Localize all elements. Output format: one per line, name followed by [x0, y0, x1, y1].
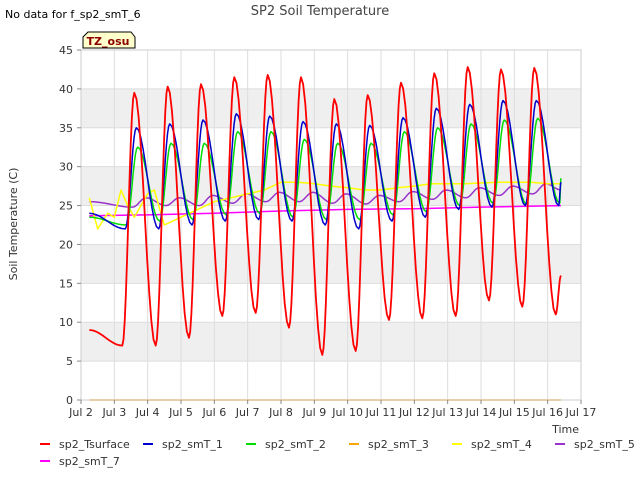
- legend-label: sp2_smT_4: [471, 438, 532, 451]
- series-line-sp2_smT_4: [88, 181, 561, 230]
- y-axis-title: Soil Temperature (C): [7, 168, 20, 281]
- y-tick-label: 5: [66, 355, 73, 368]
- x-tick-label: Jul 9: [301, 406, 326, 419]
- x-tick-label: Jul 5: [168, 406, 193, 419]
- y-tick-label: 20: [59, 238, 73, 251]
- legend-label: sp2_Tsurface: [59, 438, 130, 451]
- series-line-sp2_Tsurface: [89, 66, 562, 356]
- legend-item-sp2_smT_5: sp2_smT_5: [555, 438, 635, 451]
- legend-label: sp2_smT_3: [368, 438, 429, 451]
- y-tick-label: 30: [59, 161, 73, 174]
- timezone-label: TZ_osu: [87, 35, 130, 48]
- y-axis-ticks: 0 5 10 15 20 25 30 35 40 45: [59, 44, 81, 407]
- plot-band: [81, 50, 581, 89]
- legend-item-sp2_Tsurface: sp2_Tsurface: [40, 438, 130, 451]
- y-tick-label: 45: [59, 44, 73, 57]
- y-tick-label: 15: [59, 277, 73, 290]
- plot-band: [81, 322, 581, 362]
- x-tick-label: Jul 7: [235, 406, 260, 419]
- y-tick-label: 25: [59, 200, 73, 213]
- chart-title: SP2 Soil Temperature: [251, 4, 389, 19]
- y-tick-label: 35: [59, 122, 73, 135]
- y-tick-label: 10: [59, 316, 73, 329]
- plot-band: [81, 283, 581, 323]
- no-data-note: No data for f_sp2_smT_6: [5, 8, 141, 21]
- plot-band: [81, 244, 581, 284]
- legend-item-sp2_smT_4: sp2_smT_4: [452, 438, 532, 451]
- timezone-badge: TZ_osu: [82, 31, 136, 49]
- plot-frame: [80, 49, 582, 401]
- series-line-sp2_smT_7: [89, 204, 562, 217]
- x-tick-label: Jul 11: [365, 406, 397, 419]
- y-tick-label: 0: [66, 394, 73, 407]
- x-axis-ticks: Jul 2 Jul 3 Jul 4 Jul 5 Jul 6 Jul 7 Jul 8 Jul 9…: [68, 400, 596, 419]
- x-tick-label: Jul 3: [101, 406, 126, 419]
- x-tick-label: Jul 10: [331, 406, 363, 419]
- x-tick-label: Jul 17: [565, 406, 597, 419]
- legend-label: sp2_smT_7: [59, 455, 120, 468]
- legend-item-sp2_smT_2: sp2_smT_2: [246, 438, 326, 451]
- x-tick-label: Jul 12: [398, 406, 430, 419]
- series-line-sp2_smT_2: [89, 117, 562, 226]
- plot-band: [81, 361, 581, 400]
- y-tick-label: 40: [59, 83, 73, 96]
- legend-item-sp2_smT_7: sp2_smT_7: [40, 455, 120, 468]
- x-tick-label: Jul 16: [531, 406, 563, 419]
- x-tick-label: Jul 15: [498, 406, 530, 419]
- legend: sp2_Tsurface sp2_smT_1 sp2_smT_2 sp2_smT_3 s…: [40, 438, 635, 468]
- x-tick-label: Jul 6: [201, 406, 226, 419]
- legend-label: sp2_smT_5: [574, 438, 635, 451]
- legend-item-sp2_smT_1: sp2_smT_1: [143, 438, 223, 451]
- x-tick-label: Jul 4: [135, 406, 160, 419]
- x-tick-label: Jul 8: [268, 406, 293, 419]
- x-tick-label: Jul 14: [465, 406, 497, 419]
- legend-item-sp2_smT_3: sp2_smT_3: [349, 438, 429, 451]
- legend-label: sp2_smT_1: [162, 438, 223, 451]
- x-axis-title: Time: [551, 423, 579, 436]
- series-line-sp2_smT_5: [89, 183, 562, 208]
- x-tick-label: Jul 2: [68, 406, 93, 419]
- x-tick-label: Jul 13: [431, 406, 463, 419]
- legend-label: sp2_smT_2: [265, 438, 326, 451]
